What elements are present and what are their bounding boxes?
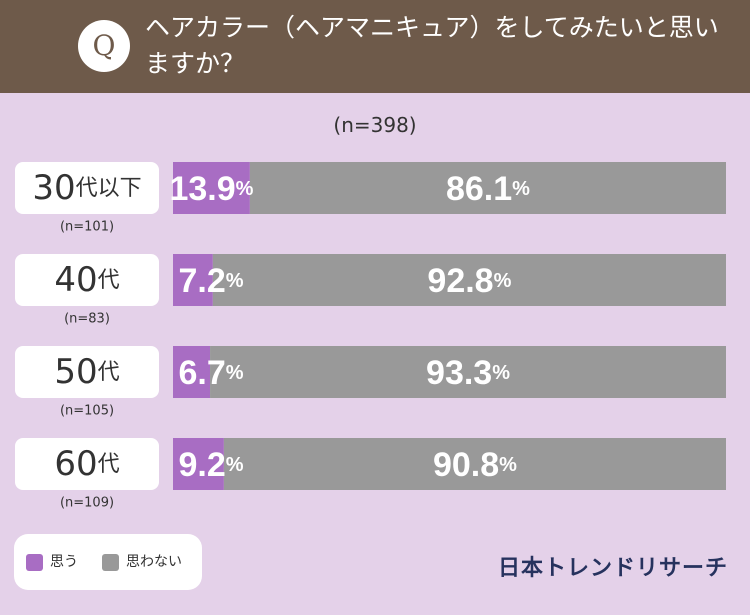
category-label-box <box>15 254 159 306</box>
bar-segment-yes <box>173 346 211 398</box>
brand-logo: 日本トレンドリサーチ <box>497 556 728 581</box>
category-sample-size: (n=105) <box>60 404 114 419</box>
legend: 思う 思わない <box>14 534 202 590</box>
question-text: ヘアカラー（ヘアマニキュア）をしてみたいと思いますか？ <box>145 13 719 78</box>
category-label: 60代 <box>54 444 119 484</box>
stacked-bar-chart: 30代以下 (n=101) 13.9% 86.1% 40代 (n=83) 7.2% 92.8%… <box>15 162 727 511</box>
category-label: 50代 <box>54 352 119 392</box>
category-label: 30代以下 <box>32 168 141 208</box>
bar-segment-yes <box>173 162 250 214</box>
bar-segment-yes <box>173 254 213 306</box>
data-label-yes: 13.9% <box>169 170 253 208</box>
category-label-box <box>15 162 159 214</box>
data-label-no: 93.3% <box>426 354 510 392</box>
category-label-box <box>15 346 159 398</box>
bar-segment-no <box>223 438 726 490</box>
legend-label-no: 思わない <box>126 554 182 570</box>
data-label-yes: 9.2% <box>178 446 243 484</box>
bar-segment-no <box>210 346 726 398</box>
bar-segment-no <box>212 254 727 306</box>
total-sample-size: (n=398) <box>333 113 417 137</box>
legend-swatch-yes <box>26 554 43 571</box>
data-label-yes: 6.7% <box>178 354 243 392</box>
data-label-yes: 7.2% <box>178 262 243 300</box>
category-sample-size: (n=109) <box>60 496 114 511</box>
legend-label-yes: 思う <box>50 554 78 570</box>
category-sample-size: (n=101) <box>60 220 114 235</box>
legend-swatch-no <box>102 554 119 571</box>
category-label: 40代 <box>54 260 119 300</box>
bar-segment-no <box>249 162 726 214</box>
category-sample-size: (n=83) <box>64 312 110 327</box>
question-header: Q ヘアカラー（ヘアマニキュア）をしてみたいと思いますか？ <box>0 0 750 93</box>
category-label-box <box>15 438 159 490</box>
question-badge-letter: Q <box>92 29 116 62</box>
data-label-no: 90.8% <box>433 446 517 484</box>
data-label-no: 92.8% <box>427 262 511 300</box>
data-label-no: 86.1% <box>446 170 530 208</box>
question-badge: Q <box>78 20 130 72</box>
bar-segment-yes <box>173 438 224 490</box>
